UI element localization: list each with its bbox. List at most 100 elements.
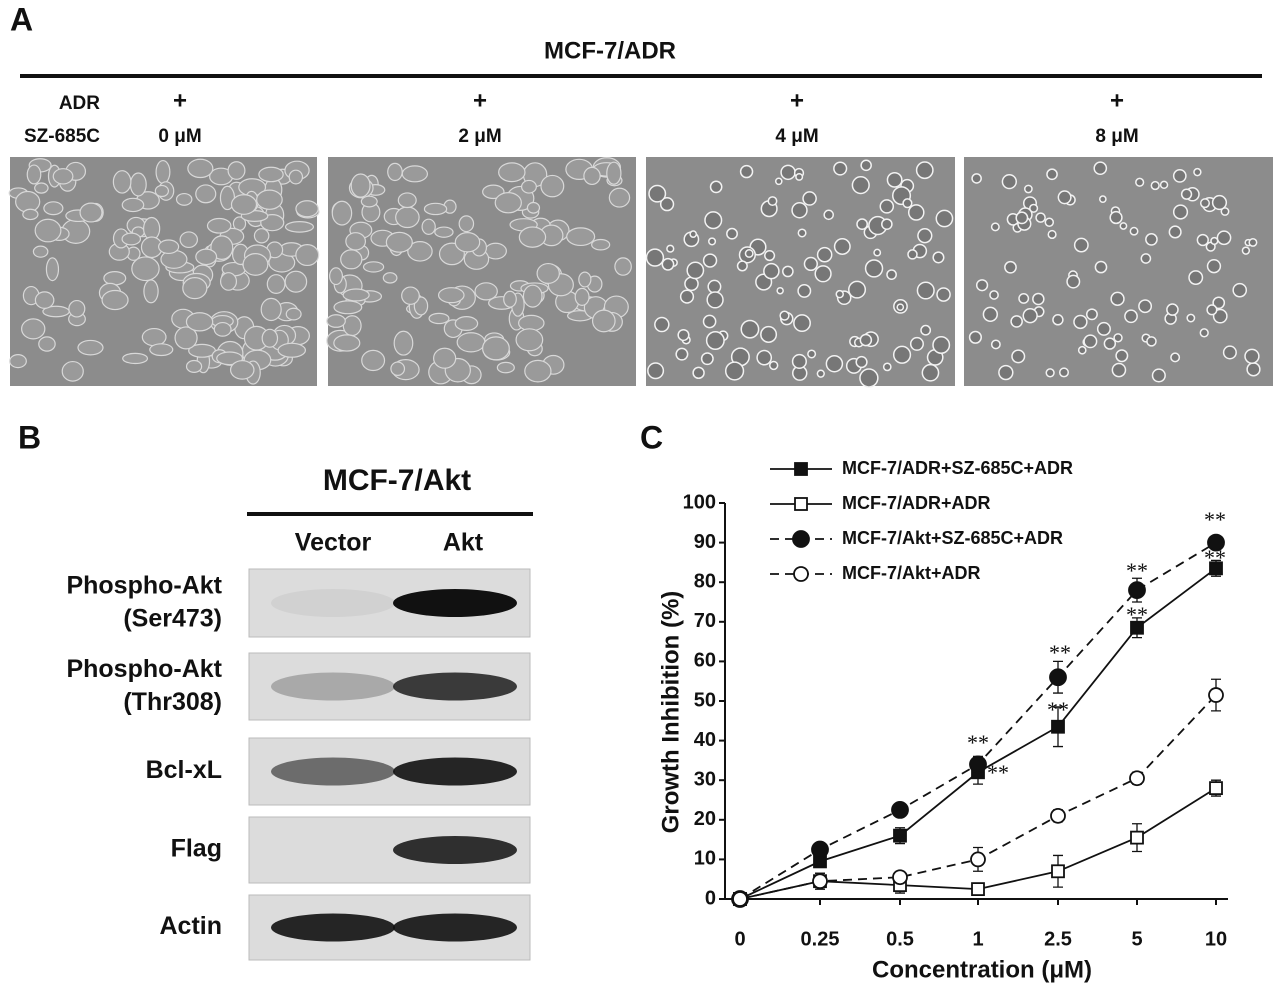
significance: ** [1126,602,1148,627]
y-tick-label: 50 [694,689,716,711]
cell [385,231,413,253]
cell [518,226,547,248]
cell [1058,367,1070,378]
cell [833,161,848,176]
cell [1248,237,1258,247]
cell [515,328,544,352]
cell [1015,211,1029,225]
data-point [969,755,987,774]
cell [288,169,304,185]
significance: ** [1047,697,1069,722]
cell [261,328,279,348]
significance: ** [1049,640,1071,665]
cell [1196,233,1209,247]
cell [1210,236,1219,246]
cell [210,235,234,261]
cell [1241,246,1251,255]
cell [540,174,565,198]
cell [213,321,232,337]
y-axis-label: Growth Inhibition (%) [657,591,684,834]
cell [659,196,675,212]
cell [1022,307,1038,324]
cell [61,360,84,382]
panel-label: C [640,419,663,455]
cell [34,218,62,243]
cell [1212,308,1228,324]
legend-label: MCF-7/ADR+ADR [842,493,991,513]
cell [1045,368,1055,378]
blot-label: Phospho-Akt [66,655,222,683]
cell [873,248,882,257]
cell [1057,190,1072,205]
cell [1211,194,1228,211]
cell [1145,233,1158,246]
cell [26,164,42,185]
cell [68,299,86,318]
cell [34,182,49,194]
cell [855,355,868,369]
cell [793,314,811,333]
cell [434,226,454,238]
cell [121,232,142,246]
cell [498,162,526,183]
band [271,589,395,617]
cell [774,177,783,186]
significance: ** [1204,545,1226,570]
cell [340,249,363,270]
cell [474,282,498,301]
cell [149,343,174,357]
data-point [1209,781,1223,796]
cell [835,289,844,299]
cell [22,208,39,221]
data-point [892,869,908,886]
cell [1244,348,1260,364]
cell [1222,345,1237,360]
cell [112,170,132,194]
cell [851,176,870,195]
cell [859,368,879,388]
cell [744,249,754,258]
cell [975,279,989,292]
cell [654,316,670,333]
cell [1010,315,1023,328]
cell [1193,167,1202,177]
cell [496,361,515,374]
cell [342,315,362,337]
cell [902,198,913,209]
data-point [1051,719,1065,734]
cell [1032,292,1045,306]
cell [185,312,214,332]
cell [395,206,420,229]
legend-marker [793,566,809,582]
significance: ** [1204,507,1226,532]
cell [807,349,817,359]
cell [1188,270,1204,285]
cell [129,172,147,197]
blot-label: Phospho-Akt [66,572,222,600]
cell [503,290,517,308]
cell [174,326,198,350]
cell [764,249,776,262]
cell [645,248,665,267]
treatment-sign: + [473,87,487,114]
cell [360,195,378,208]
data-point [1130,830,1144,845]
cell [526,201,541,214]
data-point [1209,561,1223,576]
data-point [812,873,828,890]
cell [708,237,717,246]
cell [816,246,833,263]
cell [936,287,951,302]
cell [397,192,417,209]
cell [825,354,844,373]
cell [909,336,924,351]
cell [760,325,778,343]
cell [776,286,784,295]
cell [1052,314,1064,326]
cell [242,253,269,276]
y-tick-label: 0 [705,887,716,909]
cell [101,289,129,311]
cell [155,159,171,185]
cell [437,287,465,304]
cell [284,221,315,233]
